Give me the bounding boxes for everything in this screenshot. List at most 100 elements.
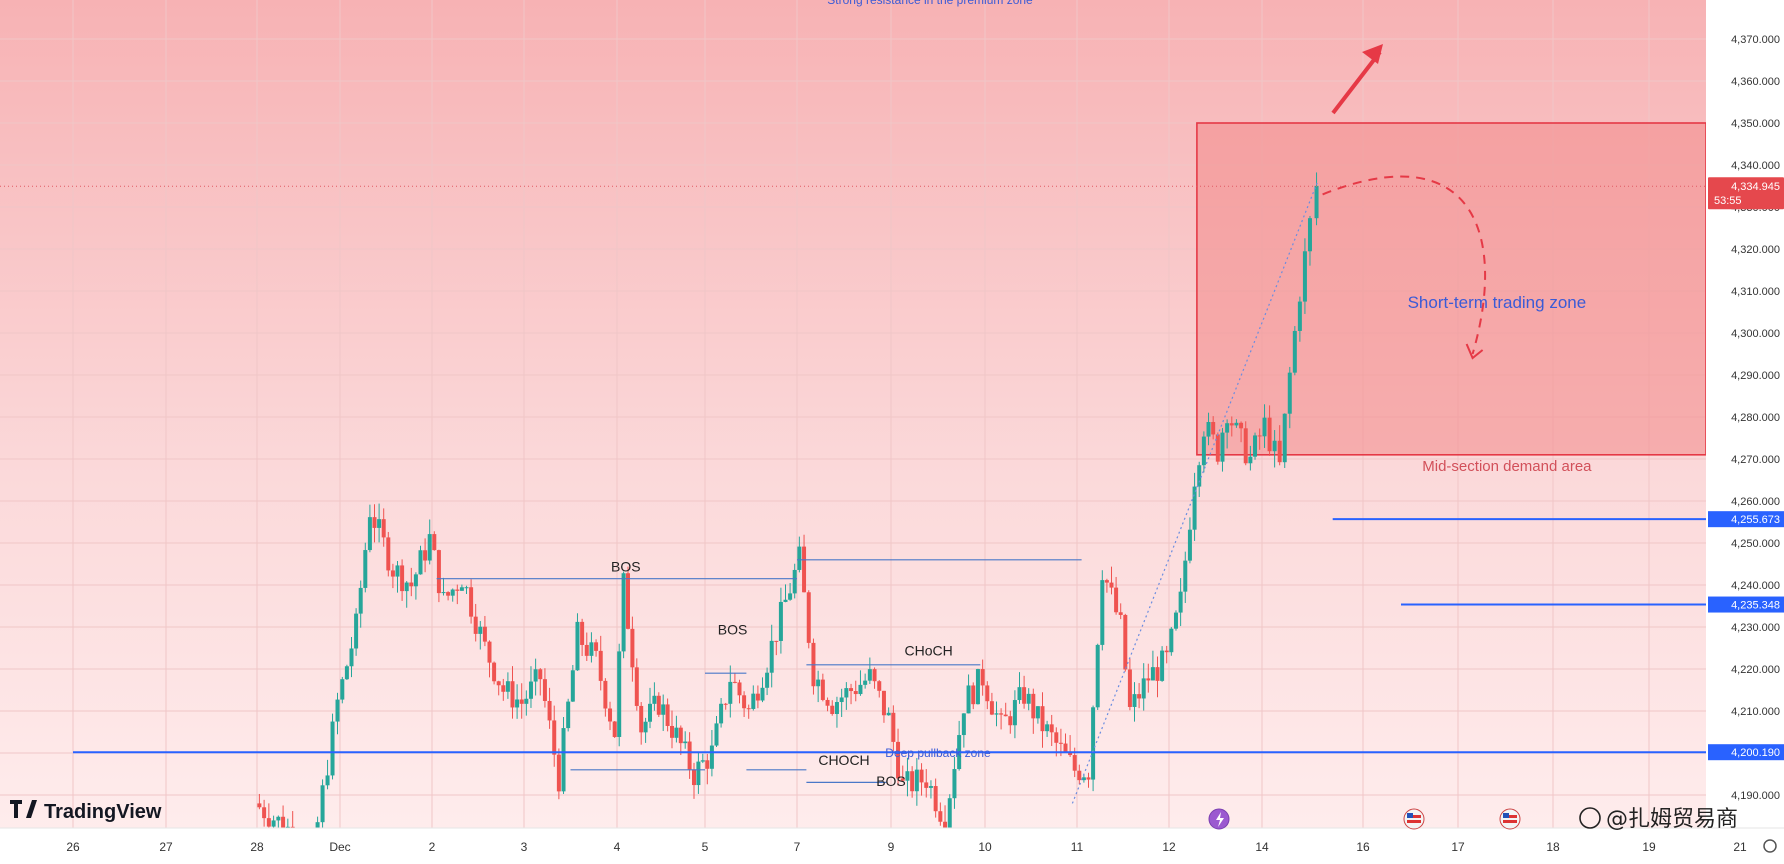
x-tick-label: 10 xyxy=(978,840,992,854)
candle-body xyxy=(519,699,524,704)
candle-body xyxy=(788,593,793,600)
candle-body xyxy=(1253,435,1258,457)
candle-body xyxy=(386,537,391,571)
candle-body xyxy=(1211,422,1216,435)
candle-body xyxy=(409,582,414,587)
candle-body xyxy=(825,699,830,706)
candle-body xyxy=(492,662,497,682)
candle-body xyxy=(774,640,779,642)
time-axis-background xyxy=(0,828,1784,864)
candle-body xyxy=(778,601,783,641)
candle-body xyxy=(570,670,575,702)
candle-body xyxy=(1100,580,1105,645)
candle-body xyxy=(584,644,589,656)
candle-body xyxy=(1008,716,1013,726)
candle-body xyxy=(656,695,661,715)
candle-body xyxy=(886,712,891,716)
candle-body xyxy=(971,685,976,705)
candle-body xyxy=(464,587,469,589)
candle-body xyxy=(910,771,915,792)
candle-body xyxy=(834,702,839,714)
candle-body xyxy=(705,760,710,769)
candle-body xyxy=(1287,372,1292,414)
candle-body xyxy=(367,517,372,551)
candle-body xyxy=(478,626,483,634)
candle-body xyxy=(755,693,760,701)
candle-body xyxy=(881,690,886,716)
price-axis-background xyxy=(1706,0,1784,864)
zone-caption: Mid-section demand area xyxy=(1422,458,1592,475)
zone-title: Short-term trading zone xyxy=(1408,293,1587,312)
candle-body xyxy=(652,695,657,704)
candle-body xyxy=(877,681,882,691)
candle-body xyxy=(482,626,487,642)
candle-body xyxy=(765,672,770,688)
candle-body xyxy=(1091,707,1096,780)
upward-arrow-shaft xyxy=(1331,50,1382,115)
candle-body xyxy=(271,820,276,827)
candle-body xyxy=(594,642,599,651)
candle-body xyxy=(966,685,971,714)
candle-body xyxy=(914,769,919,792)
candle-body xyxy=(1220,432,1225,462)
x-tick-label: 3 xyxy=(521,840,528,854)
candle-body xyxy=(1012,700,1017,726)
us-flag-event-icon-2 xyxy=(1499,808,1521,830)
candle-body xyxy=(400,565,405,592)
candle-body xyxy=(626,573,630,629)
candle-body xyxy=(266,818,271,827)
candle-body xyxy=(395,565,400,577)
candle-body xyxy=(377,519,382,528)
candle-body xyxy=(381,519,386,538)
candle-body xyxy=(1077,770,1082,781)
x-tick-label: 28 xyxy=(250,840,264,854)
structure-label: BOS xyxy=(611,559,641,575)
candle-body xyxy=(1132,694,1137,707)
candle-body xyxy=(556,754,561,792)
trend-line xyxy=(1071,181,1319,804)
x-tick-label: 17 xyxy=(1451,840,1465,854)
candle-body xyxy=(1160,650,1165,681)
candle-body xyxy=(1197,465,1202,487)
candle-body xyxy=(863,680,868,685)
candle-body xyxy=(505,681,510,692)
projection-arc xyxy=(1322,175,1487,355)
candle-body xyxy=(900,778,905,781)
x-tick-label: 16 xyxy=(1356,840,1370,854)
candle-body xyxy=(696,761,701,786)
candle-body xyxy=(436,550,441,594)
candle-body xyxy=(349,648,354,667)
candle-body xyxy=(608,708,613,722)
candle-body xyxy=(700,760,705,762)
candle-body xyxy=(1201,436,1206,466)
x-tick-label: 26 xyxy=(66,840,80,854)
candle-body xyxy=(1026,693,1031,704)
y-tick-label: 4,280.000 xyxy=(1731,412,1780,424)
candle-body xyxy=(528,681,533,699)
candle-body xyxy=(816,679,821,687)
candle-body xyxy=(999,713,1004,715)
candle-body xyxy=(989,701,994,715)
candle-body xyxy=(621,573,626,652)
candle-body xyxy=(802,546,807,593)
candle-body xyxy=(639,705,644,733)
candle-body xyxy=(1229,423,1234,426)
time-axis[interactable]: 26 27 28 Dec 2 3 4 5 7 9 10 11 12 14 16 17 18 19 21 xyxy=(0,827,1784,864)
candle-body xyxy=(947,798,952,835)
candle-body xyxy=(849,688,854,692)
candle-body xyxy=(1239,422,1244,429)
x-tick-label: 19 xyxy=(1642,840,1656,854)
candle-body xyxy=(446,592,451,596)
candle-body xyxy=(413,574,418,587)
candle-body xyxy=(1049,724,1054,733)
candle-body xyxy=(919,769,924,783)
price-axis[interactable]: 4,190.0004,200.0004,210.0004,220.0004,23… xyxy=(1706,0,1784,864)
candle-body xyxy=(262,807,267,819)
candle-body xyxy=(1234,422,1239,426)
structure-label: CHOCH xyxy=(818,752,869,768)
candle-body xyxy=(737,682,742,696)
candle-body xyxy=(1267,417,1272,452)
candle-body xyxy=(515,699,520,708)
y-tick-label: 4,190.000 xyxy=(1731,790,1780,802)
